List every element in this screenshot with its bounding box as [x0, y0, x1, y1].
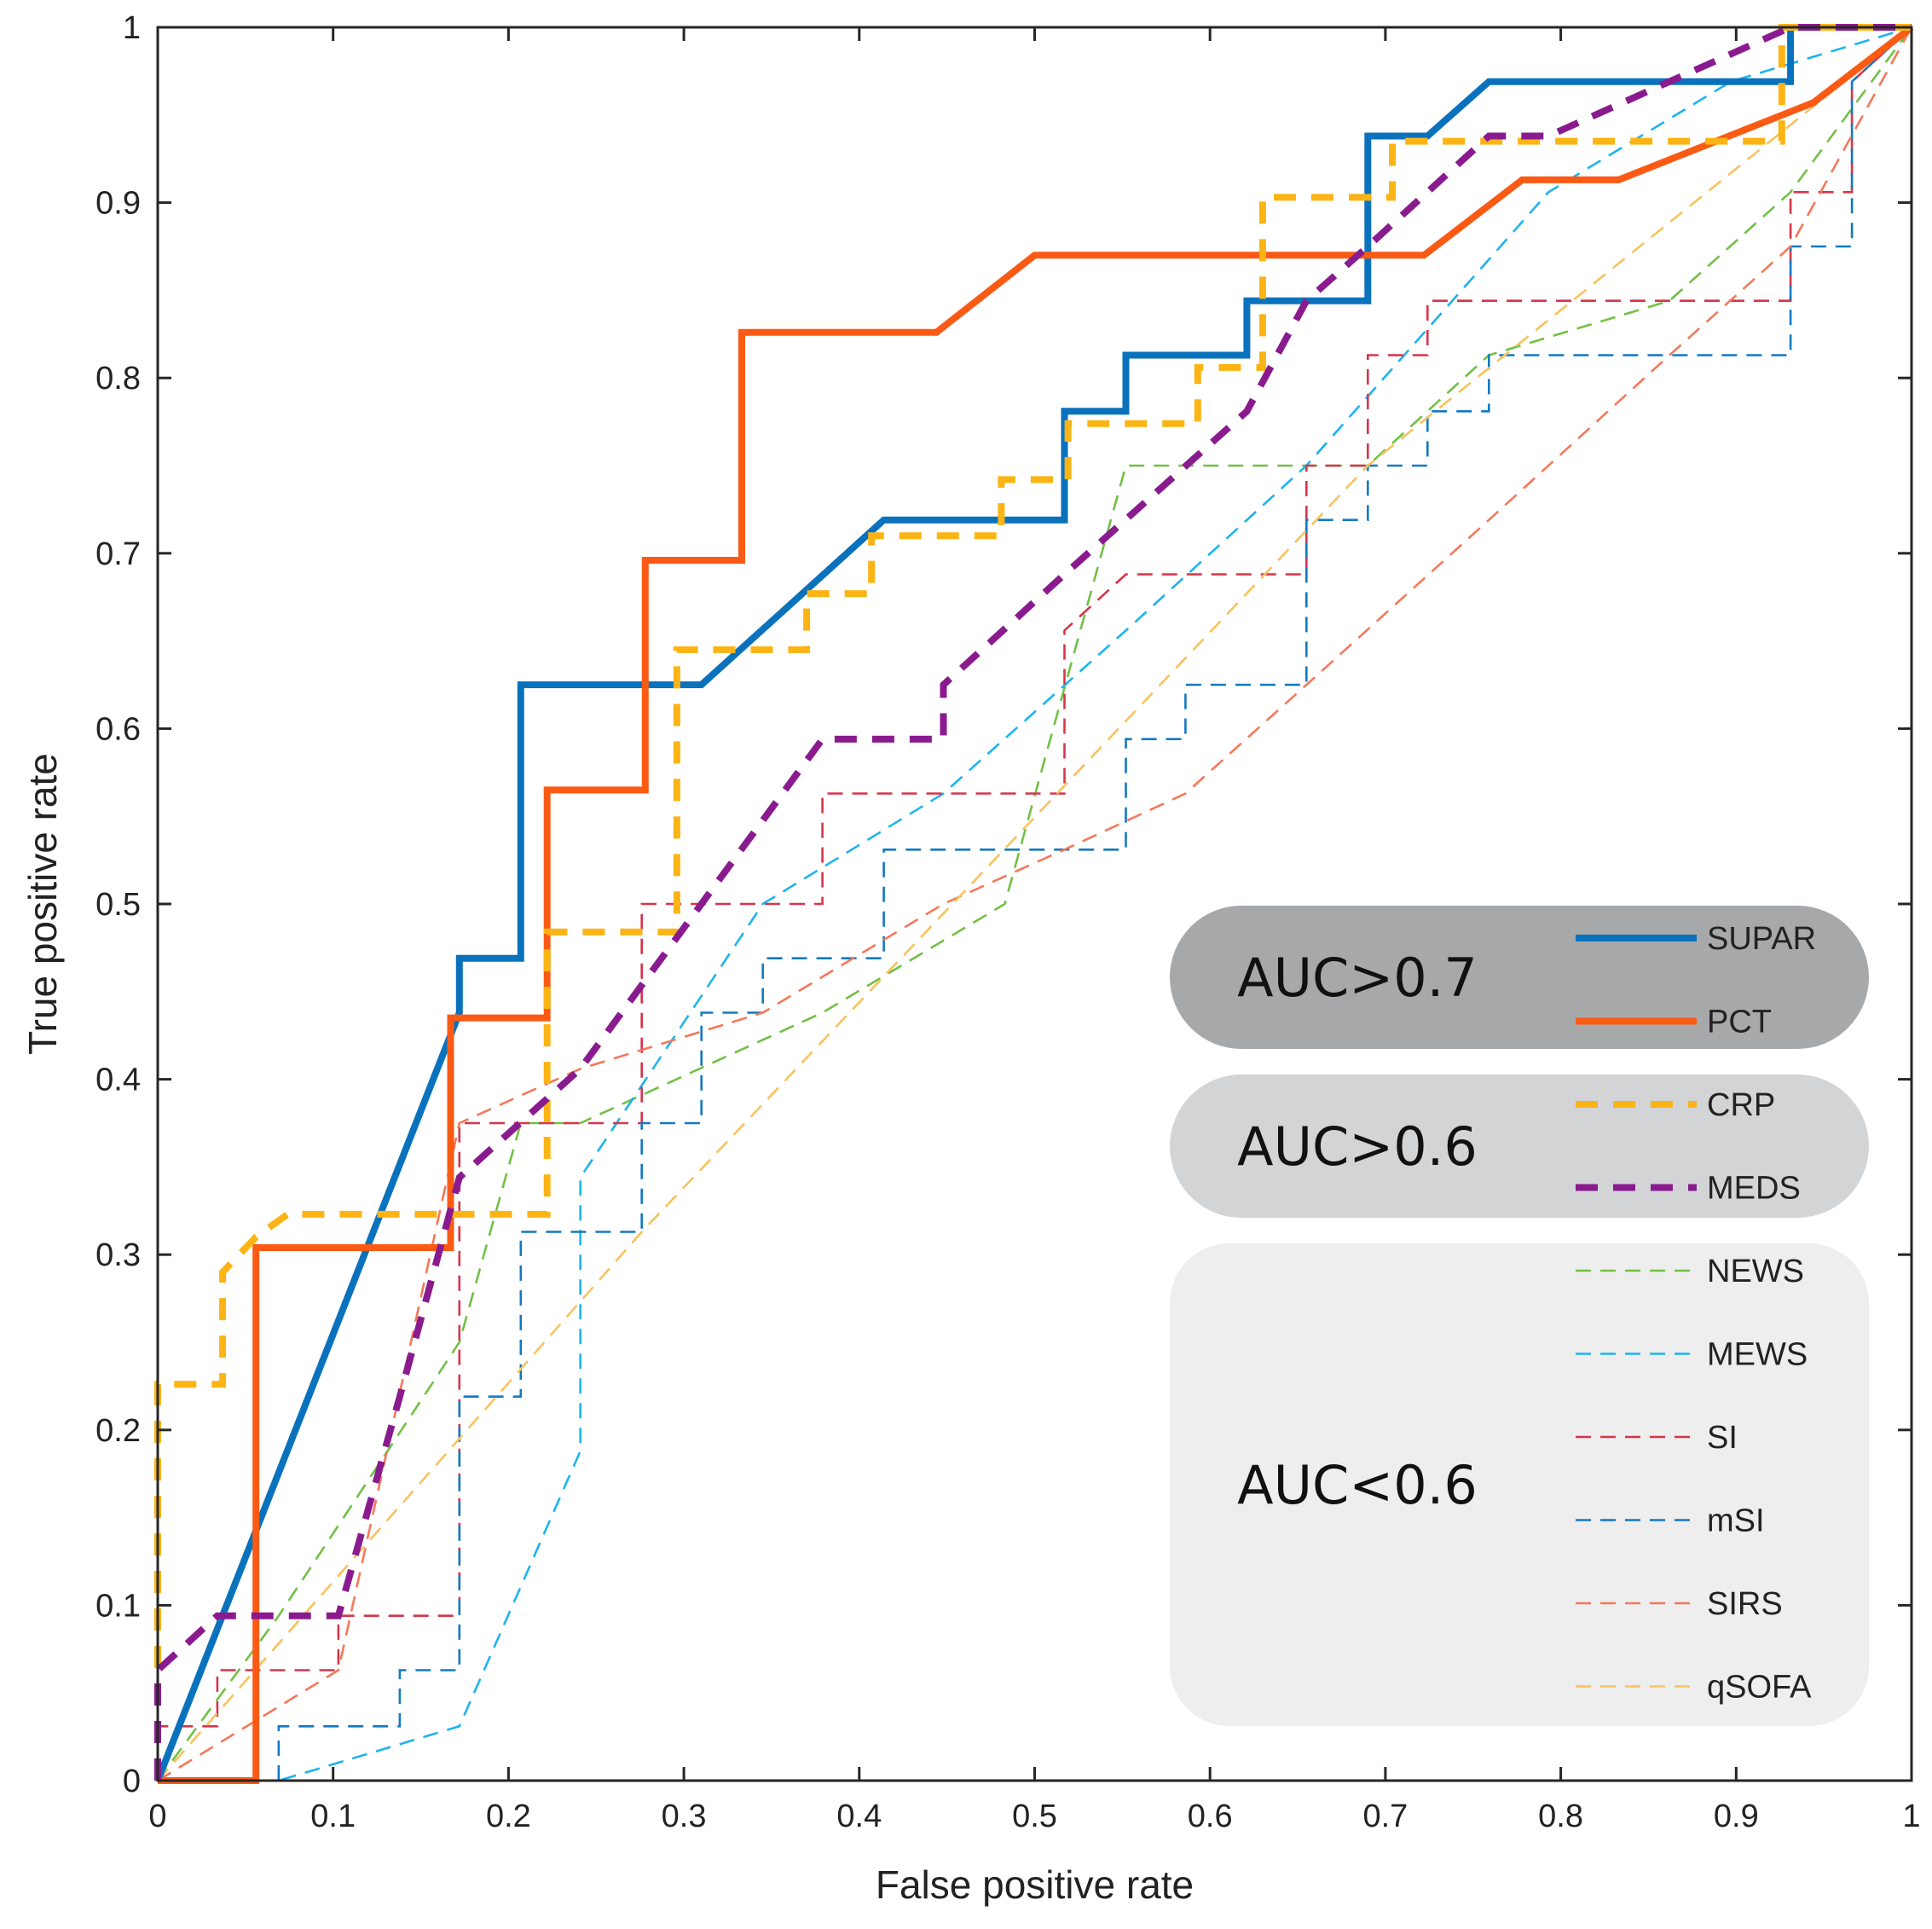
- series-line-mews: [158, 26, 1912, 1782]
- legend-group-box: [1170, 1243, 1869, 1726]
- x-tick-label: 1: [1902, 1799, 1920, 1834]
- x-tick-label: 0.2: [486, 1799, 531, 1834]
- y-tick-label: 0.9: [95, 186, 141, 222]
- y-tick-label: 0.2: [95, 1413, 141, 1449]
- legend-group-label: AUC>0.7: [1237, 947, 1478, 1009]
- x-tick-label: 0.4: [836, 1799, 882, 1834]
- y-tick-label: 0.1: [95, 1588, 141, 1624]
- series-line-news: [156, 26, 1913, 1781]
- x-tick-label: 0.3: [662, 1799, 707, 1834]
- legend-group-label: AUC>0.6: [1237, 1115, 1478, 1178]
- x-tick-label: 0.5: [1012, 1799, 1057, 1834]
- y-tick-label: 0.3: [95, 1237, 141, 1273]
- legend-label-si: SI: [1707, 1420, 1738, 1456]
- series-line-crp: [154, 24, 1912, 1781]
- y-tick-label: 0.6: [95, 711, 141, 747]
- x-tick-label: 0.8: [1538, 1799, 1583, 1834]
- legend: AUC>0.7 SUPAR PCT AUC>0.6 CRP MEDS AUC<0.6 NEWS…: [1170, 906, 1869, 1726]
- legend-label-msi: mSI: [1707, 1503, 1765, 1539]
- series-line-sirs: [157, 26, 1913, 1782]
- x-tick-label: 0.7: [1362, 1799, 1408, 1834]
- legend-label-supar: SUPAR: [1707, 921, 1816, 957]
- legend-label-crp: CRP: [1707, 1087, 1775, 1123]
- legend-label-sirs: SIRS: [1707, 1586, 1783, 1622]
- x-tick-label: 0.1: [310, 1799, 356, 1834]
- y-tick-label: 0.5: [95, 887, 141, 923]
- legend-label-meds: MEDS: [1707, 1171, 1801, 1207]
- y-tick-label: 1: [123, 10, 141, 46]
- y-tick-label: 0.4: [95, 1063, 141, 1098]
- series-layer: [154, 24, 1914, 1784]
- y-tick-label: 0.7: [95, 536, 141, 572]
- series-line-qsofa: [157, 26, 1912, 1781]
- x-axis-title: False positive rate: [876, 1862, 1194, 1907]
- x-tick-label: 0.6: [1188, 1799, 1233, 1834]
- y-axis-title: True positive rate: [20, 753, 65, 1055]
- ticks-layer: 0 0.1 0.2 0.3 0.4 0.5 0.6 0.7 0.8 0.9 1 0 0.1 0.2 0.3 0…: [95, 10, 1920, 1834]
- x-tick-label: 0: [148, 1799, 166, 1834]
- legend-group-box: [1170, 1075, 1869, 1218]
- series-line-meds: [154, 24, 1912, 1781]
- legend-group-label: AUC<0.6: [1237, 1454, 1478, 1516]
- y-tick-label: 0: [123, 1764, 141, 1799]
- series-line-si: [156, 26, 1912, 1781]
- legend-label-news: NEWS: [1707, 1254, 1804, 1289]
- legend-label-pct: PCT: [1707, 1005, 1772, 1040]
- x-tick-label: 0.9: [1714, 1799, 1759, 1834]
- legend-label-mews: MEWS: [1707, 1337, 1808, 1373]
- series-line-supar: [154, 24, 1912, 1782]
- series-line-pct: [158, 24, 1914, 1784]
- legend-label-qsofa: qSOFA: [1707, 1670, 1812, 1706]
- y-tick-label: 0.8: [95, 361, 141, 397]
